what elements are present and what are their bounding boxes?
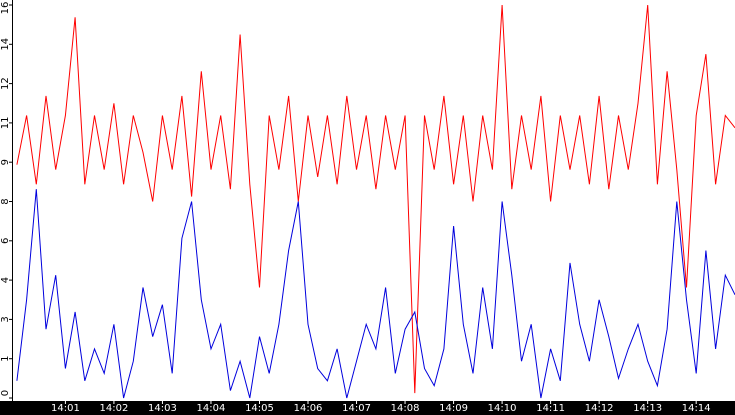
y-tick-label: 11: [0, 117, 11, 130]
series-line: [16, 189, 735, 399]
y-tick-label: 4: [0, 277, 11, 283]
y-tick-label: 12: [0, 77, 11, 90]
x-tick-label: 14:13: [633, 403, 662, 414]
x-tick-label: 14:05: [245, 403, 274, 414]
x-tick-label: 14:08: [391, 403, 420, 414]
y-tick-label: 1: [0, 356, 11, 362]
y-tick-label: 6: [0, 238, 11, 244]
y-tick-label: 14: [0, 38, 11, 51]
y-tick-label: 16: [0, 2, 11, 15]
y-tick-label: 0: [0, 390, 11, 396]
y-tick-label: 9: [0, 159, 11, 165]
y-tick-label: 3: [0, 316, 11, 322]
series-line: [16, 4, 735, 394]
x-tick-label: 14:11: [536, 403, 565, 414]
x-tick-label: 14:04: [197, 403, 226, 414]
x-tick-label: 14:06: [294, 403, 323, 414]
x-tick-label: 14:07: [342, 403, 371, 414]
x-tick-label: 14:03: [148, 403, 177, 414]
x-axis-band: [0, 401, 735, 415]
x-tick-label: 14:09: [439, 403, 468, 414]
x-tick-label: 14:02: [100, 403, 129, 414]
x-tick-label: 14:14: [682, 403, 711, 414]
x-tick-label: 14:10: [488, 403, 517, 414]
x-tick-label: 14:01: [51, 403, 80, 414]
x-tick-label: 14:12: [585, 403, 614, 414]
y-tick-label: 8: [0, 198, 11, 204]
